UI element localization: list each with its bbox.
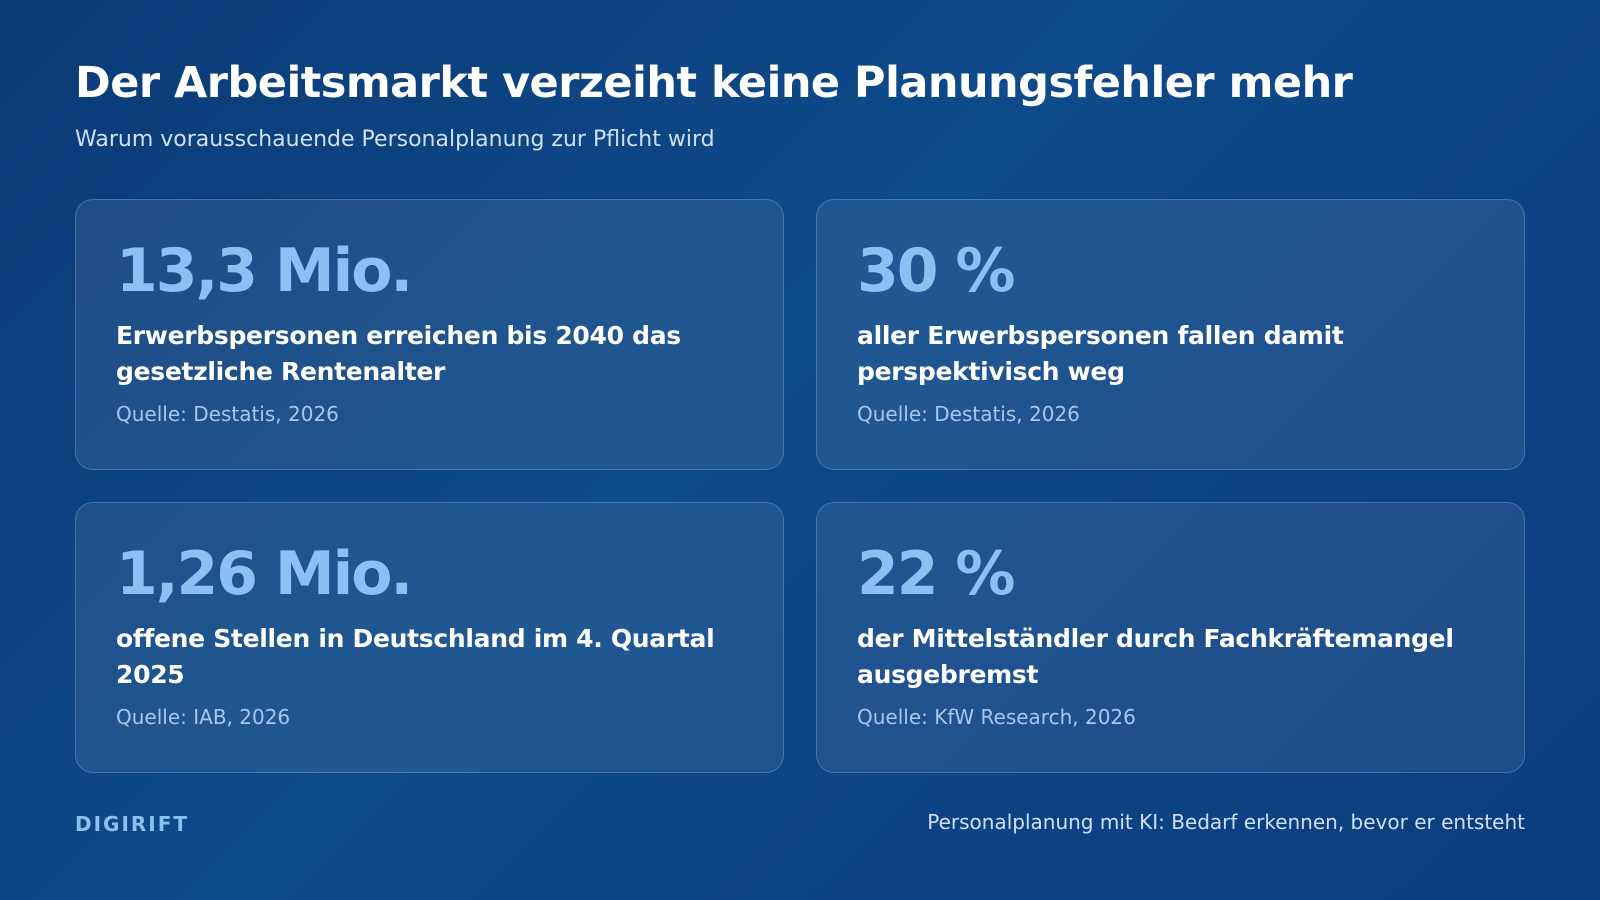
stat-source: Quelle: Destatis, 2026 bbox=[857, 402, 1080, 426]
stat-source: Quelle: IAB, 2026 bbox=[116, 705, 291, 729]
stat-description: Erwerbspersonen erreichen bis 2040 das g… bbox=[116, 321, 681, 386]
stat-card-share: 30 % aller Erwerbspersonen fallen damit … bbox=[816, 199, 1525, 470]
brand-logo: DIGIRIFT bbox=[75, 812, 190, 836]
stat-description: der Mittelständler durch Fachkräftemange… bbox=[857, 624, 1454, 689]
page-title: Der Arbeitsmarkt verzeiht keine Planungs… bbox=[75, 58, 1353, 108]
stat-value: 1,26 Mio. bbox=[116, 539, 413, 609]
stat-card-retirement: 13,3 Mio. Erwerbspersonen erreichen bis … bbox=[75, 199, 784, 470]
stat-value: 13,3 Mio. bbox=[116, 236, 413, 306]
stat-description: offene Stellen in Deutschland im 4. Quar… bbox=[116, 624, 715, 689]
stats-grid: 13,3 Mio. Erwerbspersonen erreichen bis … bbox=[75, 199, 1525, 773]
stat-source: Quelle: Destatis, 2026 bbox=[116, 402, 339, 426]
stat-source: Quelle: KfW Research, 2026 bbox=[857, 705, 1136, 729]
stat-card-midsize: 22 % der Mittelständler durch Fachkräfte… bbox=[816, 502, 1525, 773]
page-subtitle: Warum vorausschauende Personalplanung zu… bbox=[75, 127, 715, 152]
stat-value: 30 % bbox=[857, 236, 1016, 306]
stat-card-vacancies: 1,26 Mio. offene Stellen in Deutschland … bbox=[75, 502, 784, 773]
stat-value: 22 % bbox=[857, 539, 1016, 609]
stat-description: aller Erwerbspersonen fallen damit persp… bbox=[857, 321, 1344, 386]
footer-tagline: Personalplanung mit KI: Bedarf erkennen,… bbox=[927, 810, 1525, 834]
